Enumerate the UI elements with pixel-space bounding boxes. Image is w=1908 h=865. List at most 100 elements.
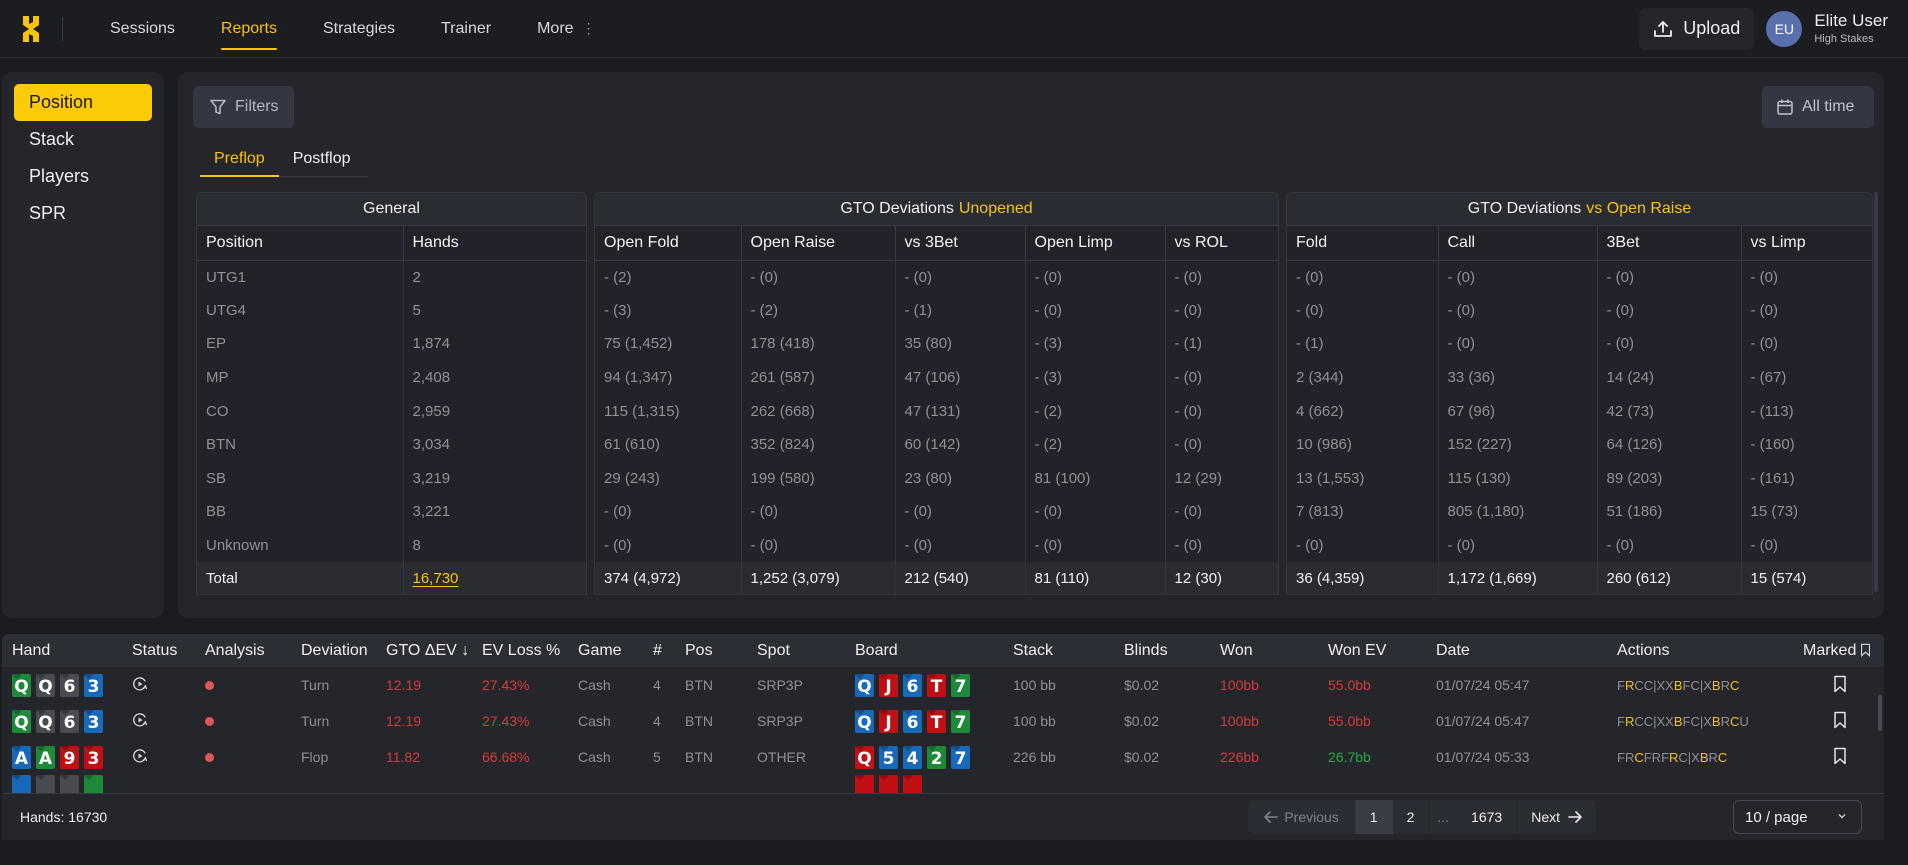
tab-preflop[interactable]: Preflop — [200, 150, 279, 177]
col-fold[interactable]: Fold — [1287, 226, 1439, 261]
cell-marked[interactable] — [1793, 675, 1873, 696]
table-row[interactable] — [2, 775, 1884, 793]
bookmark-icon[interactable] — [1833, 675, 1847, 693]
table-row[interactable]: BTN 3,034 — [197, 427, 586, 462]
page-size-select[interactable]: 10 / page — [1733, 800, 1862, 834]
table-row[interactable]: 10 (986) 152 (227) 64 (126) - (160) — [1287, 427, 1872, 462]
col-pos[interactable]: Pos — [685, 641, 713, 659]
col-game[interactable]: Game — [578, 641, 622, 659]
col-won-ev[interactable]: Won EV — [1328, 641, 1387, 659]
cell-status[interactable] — [122, 712, 195, 731]
table-row[interactable]: MP 2,408 — [197, 360, 586, 395]
table-row[interactable]: CO 2,959 — [197, 394, 586, 428]
table-row[interactable]: 94 (1,347) 261 (587) 47 (106) - (3) - (0) — [595, 360, 1278, 395]
cell-status[interactable] — [122, 676, 195, 695]
col-marked[interactable]: Marked — [1793, 642, 1873, 660]
nav-sessions[interactable]: Sessions — [110, 19, 175, 37]
table-row[interactable]: - (0) - (0) - (0) - (0) — [1287, 528, 1872, 563]
col-hands[interactable]: Hands — [403, 226, 586, 261]
date-range-button[interactable]: All time — [1762, 86, 1874, 128]
col-open-limp[interactable]: Open Limp — [1025, 226, 1166, 261]
filters-button[interactable]: Filters — [193, 86, 294, 128]
table-row[interactable]: SB 3,219 — [197, 461, 586, 496]
next-page-button[interactable]: Next — [1516, 800, 1596, 834]
col-actions[interactable]: Actions — [1617, 641, 1670, 659]
table-row[interactable]: - (1) - (0) - (0) - (0) — [1287, 327, 1872, 361]
replay-icon[interactable] — [132, 712, 148, 728]
col-blinds[interactable]: Blinds — [1124, 641, 1168, 659]
sidebar-item-stack[interactable]: Stack — [29, 129, 75, 149]
cell-status[interactable] — [122, 748, 195, 767]
user-info[interactable]: Elite User High Stakes — [1814, 11, 1888, 45]
user-avatar[interactable]: EU — [1766, 10, 1803, 47]
total-hands-link[interactable]: 16,730 — [412, 569, 459, 587]
col-analysis[interactable]: Analysis — [205, 641, 265, 659]
col-vs-limp[interactable]: vs Limp — [1741, 226, 1872, 261]
table-row[interactable]: EP 1,874 — [197, 327, 586, 361]
table-row[interactable]: - (2) - (0) - (0) - (0) - (0) — [595, 260, 1278, 294]
page-2-button[interactable]: 2 — [1406, 809, 1415, 825]
table-row[interactable]: BB 3,221 — [197, 495, 586, 529]
cell-3bet: 89 (203) — [1597, 461, 1742, 496]
col-3bet[interactable]: 3Bet — [1597, 226, 1742, 261]
col-board[interactable]: Board — [855, 641, 898, 659]
page-last-button[interactable]: 1673 — [1471, 809, 1503, 825]
table-row[interactable]: - (0) - (0) - (0) - (0) - (0) — [595, 528, 1278, 563]
app-logo[interactable] — [0, 14, 62, 44]
col-status[interactable]: Status — [132, 641, 178, 659]
table-row[interactable]: Q Q 6 3 Turn 12.19 27.43% Cash 4 BTN SRP3P Q J 6 T 7 100… — [2, 667, 1884, 703]
col-vs-rol[interactable]: vs ROL — [1165, 226, 1278, 261]
stats-scrollbar[interactable] — [1874, 192, 1878, 592]
col-deviation[interactable]: Deviation — [301, 641, 368, 659]
nav-reports[interactable]: Reports — [198, 0, 300, 58]
col-call[interactable]: Call — [1438, 226, 1598, 261]
hands-scrollbar[interactable] — [1878, 695, 1882, 731]
col-open-fold[interactable]: Open Fold — [595, 226, 742, 261]
col-num[interactable]: # — [653, 641, 662, 659]
upload-button[interactable]: Upload — [1639, 7, 1755, 50]
col-ev-loss[interactable]: EV Loss % — [482, 641, 561, 659]
bookmark-icon[interactable] — [1833, 711, 1847, 729]
table-row[interactable]: 4 (662) 67 (96) 42 (73) - (113) — [1287, 394, 1872, 428]
col-spot[interactable]: Spot — [757, 641, 790, 659]
table-row[interactable]: 7 (813) 805 (1,180) 51 (186) 15 (73) — [1287, 495, 1872, 529]
cell-vs-rol: - (0) — [1174, 503, 1203, 521]
replay-icon[interactable] — [132, 676, 148, 692]
page-1-button[interactable]: 1 — [1354, 800, 1393, 834]
col-position[interactable]: Position — [197, 226, 404, 261]
table-row[interactable]: 2 (344) 33 (36) 14 (24) - (67) — [1287, 360, 1872, 395]
col-stack[interactable]: Stack — [1013, 641, 1054, 659]
sidebar-item-spr[interactable]: SPR — [29, 203, 67, 223]
table-row[interactable]: UTG4 5 — [197, 293, 586, 328]
bookmark-icon[interactable] — [1833, 747, 1847, 765]
cell-marked[interactable] — [1793, 747, 1873, 768]
col-hand[interactable]: Hand — [12, 641, 51, 659]
sidebar-item-position[interactable]: Position — [14, 84, 152, 121]
table-row[interactable]: 61 (610) 352 (824) 60 (142) - (2) - (0) — [595, 427, 1278, 462]
cell-marked[interactable] — [1793, 711, 1873, 732]
replay-icon[interactable] — [132, 748, 148, 764]
table-row[interactable]: 75 (1,452) 178 (418) 35 (80) - (3) - (1) — [595, 327, 1278, 361]
previous-page-button[interactable]: Previous — [1248, 800, 1354, 834]
tab-postflop[interactable]: Postflop — [292, 150, 351, 167]
col-open-raise[interactable]: Open Raise — [741, 226, 896, 261]
nav-trainer[interactable]: Trainer — [441, 19, 492, 37]
table-row[interactable]: 29 (243) 199 (580) 23 (80) 81 (100) 12 (29) — [595, 461, 1278, 496]
table-row[interactable]: UTG1 2 — [197, 260, 586, 294]
table-row[interactable]: A A 9 3 Flop 11.82 66.68% Cash 5 BTN OTHER Q 5 4 2 7 226… — [2, 739, 1884, 775]
col-vs-3bet[interactable]: vs 3Bet — [895, 226, 1026, 261]
table-row[interactable]: Q Q 6 3 Turn 12.19 27.43% Cash 4 BTN SRP3P Q J 6 T 7 100… — [2, 703, 1884, 739]
table-row[interactable]: - (0) - (0) - (0) - (0) - (0) — [595, 495, 1278, 529]
table-row[interactable]: - (3) - (2) - (1) - (0) - (0) — [595, 293, 1278, 328]
col-gto-dev[interactable]: GTO ΔEV ↓ — [386, 641, 470, 659]
table-row[interactable]: 13 (1,553) 115 (130) 89 (203) - (161) — [1287, 461, 1872, 496]
table-row[interactable]: Unknown 8 — [197, 528, 586, 563]
table-row[interactable]: - (0) - (0) - (0) - (0) — [1287, 260, 1872, 294]
table-row[interactable]: - (0) - (0) - (0) - (0) — [1287, 293, 1872, 328]
table-row[interactable]: 115 (1,315) 262 (668) 47 (131) - (2) - (0) — [595, 394, 1278, 428]
nav-strategies[interactable]: Strategies — [322, 19, 395, 37]
col-won[interactable]: Won — [1220, 641, 1253, 659]
nav-more[interactable]: More ⋮ — [537, 19, 596, 37]
col-date[interactable]: Date — [1436, 641, 1470, 659]
sidebar-item-players[interactable]: Players — [29, 166, 90, 186]
